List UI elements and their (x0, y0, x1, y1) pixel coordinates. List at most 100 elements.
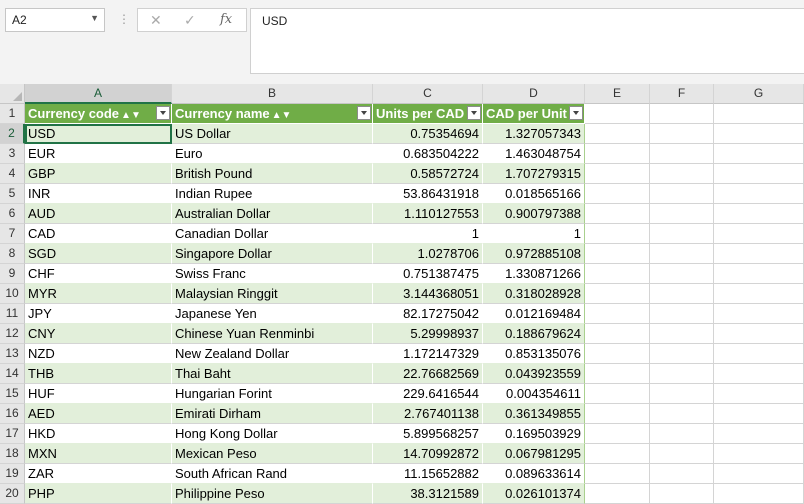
empty-cell[interactable] (714, 444, 804, 464)
empty-cell[interactable] (585, 124, 650, 144)
table-cell[interactable]: 5.899568257 (373, 424, 483, 444)
table-cell[interactable]: Hong Kong Dollar (172, 424, 373, 444)
table-cell[interactable]: JPY (25, 304, 172, 324)
column-header-g[interactable]: G (714, 84, 804, 104)
empty-cell[interactable] (585, 184, 650, 204)
empty-cell[interactable] (650, 484, 714, 504)
table-cell[interactable]: Swiss Franc (172, 264, 373, 284)
empty-cell[interactable] (650, 424, 714, 444)
empty-cell[interactable] (585, 444, 650, 464)
table-cell[interactable]: INR (25, 184, 172, 204)
empty-cell[interactable] (585, 144, 650, 164)
table-cell[interactable]: Australian Dollar (172, 204, 373, 224)
table-cell[interactable]: 1.172147329 (373, 344, 483, 364)
row-header-8[interactable]: 8 (0, 244, 25, 264)
empty-cell[interactable] (714, 124, 804, 144)
empty-cell[interactable] (714, 104, 804, 124)
table-cell[interactable]: 1.463048754 (483, 144, 585, 164)
empty-cell[interactable] (650, 444, 714, 464)
empty-cell[interactable] (650, 264, 714, 284)
table-cell[interactable]: 0.972885108 (483, 244, 585, 264)
row-header-18[interactable]: 18 (0, 444, 25, 464)
table-cell[interactable]: 14.70992872 (373, 444, 483, 464)
table-cell[interactable]: 1.330871266 (483, 264, 585, 284)
table-cell[interactable]: USD (25, 124, 172, 144)
table-cell[interactable]: 1.327057343 (483, 124, 585, 144)
table-cell[interactable]: 0.683504222 (373, 144, 483, 164)
table-cell[interactable]: GBP (25, 164, 172, 184)
row-header-16[interactable]: 16 (0, 404, 25, 424)
row-header-5[interactable]: 5 (0, 184, 25, 204)
empty-cell[interactable] (585, 284, 650, 304)
table-cell[interactable]: British Pound (172, 164, 373, 184)
chevron-down-icon[interactable]: ▼ (90, 13, 99, 23)
empty-cell[interactable] (650, 464, 714, 484)
table-cell[interactable]: 0.75354694 (373, 124, 483, 144)
table-cell[interactable]: 0.026101374 (483, 484, 585, 504)
empty-cell[interactable] (585, 244, 650, 264)
empty-cell[interactable] (650, 404, 714, 424)
table-cell[interactable]: NZD (25, 344, 172, 364)
table-cell[interactable]: SGD (25, 244, 172, 264)
select-all-button[interactable] (0, 84, 25, 104)
table-cell[interactable]: 0.089633614 (483, 464, 585, 484)
table-cell[interactable]: 229.6416544 (373, 384, 483, 404)
column-header-c[interactable]: C (373, 84, 483, 104)
empty-cell[interactable] (714, 164, 804, 184)
row-header-1[interactable]: 1 (0, 104, 25, 124)
table-cell[interactable]: 0.900797388 (483, 204, 585, 224)
cancel-icon[interactable]: ✕ (150, 12, 162, 28)
table-cell[interactable]: 1.0278706 (373, 244, 483, 264)
table-cell[interactable]: 38.3121589 (373, 484, 483, 504)
filter-dropdown-icon[interactable] (467, 106, 481, 120)
table-cell[interactable]: Euro (172, 144, 373, 164)
table-cell[interactable]: 1 (483, 224, 585, 244)
table-cell[interactable]: MXN (25, 444, 172, 464)
table-cell[interactable]: MYR (25, 284, 172, 304)
row-header-6[interactable]: 6 (0, 204, 25, 224)
empty-cell[interactable] (585, 424, 650, 444)
table-cell[interactable]: 0.004354611 (483, 384, 585, 404)
empty-cell[interactable] (585, 304, 650, 324)
table-cell[interactable]: 82.17275042 (373, 304, 483, 324)
empty-cell[interactable] (714, 204, 804, 224)
empty-cell[interactable] (650, 364, 714, 384)
table-cell[interactable]: Malaysian Ringgit (172, 284, 373, 304)
table-cell[interactable]: 11.15652882 (373, 464, 483, 484)
table-cell[interactable]: Thai Baht (172, 364, 373, 384)
table-cell[interactable]: 0.067981295 (483, 444, 585, 464)
enter-icon[interactable]: ✓ (184, 12, 196, 28)
row-header-17[interactable]: 17 (0, 424, 25, 444)
empty-cell[interactable] (585, 324, 650, 344)
empty-cell[interactable] (650, 284, 714, 304)
empty-cell[interactable] (650, 304, 714, 324)
empty-cell[interactable] (585, 344, 650, 364)
table-cell[interactable]: CHF (25, 264, 172, 284)
empty-cell[interactable] (714, 364, 804, 384)
table-cell[interactable]: South African Rand (172, 464, 373, 484)
table-cell[interactable]: 0.012169484 (483, 304, 585, 324)
table-cell[interactable]: Hungarian Forint (172, 384, 373, 404)
empty-cell[interactable] (585, 164, 650, 184)
empty-cell[interactable] (714, 284, 804, 304)
empty-cell[interactable] (650, 184, 714, 204)
table-cell[interactable]: 0.853135076 (483, 344, 585, 364)
empty-cell[interactable] (714, 324, 804, 344)
table-cell[interactable]: 0.751387475 (373, 264, 483, 284)
filter-dropdown-icon[interactable] (569, 106, 583, 120)
column-header-f[interactable]: F (650, 84, 714, 104)
row-header-13[interactable]: 13 (0, 344, 25, 364)
column-header-b[interactable]: B (172, 84, 373, 104)
column-header-a[interactable]: A (25, 84, 172, 104)
empty-cell[interactable] (714, 224, 804, 244)
table-cell[interactable]: 0.043923559 (483, 364, 585, 384)
table-cell[interactable]: Canadian Dollar (172, 224, 373, 244)
empty-cell[interactable] (714, 464, 804, 484)
table-cell[interactable]: Singapore Dollar (172, 244, 373, 264)
table-cell[interactable]: 0.318028928 (483, 284, 585, 304)
table-cell[interactable]: HUF (25, 384, 172, 404)
table-cell[interactable]: 5.29998937 (373, 324, 483, 344)
header-currency-code[interactable]: Currency code ▲▼ (25, 104, 172, 124)
empty-cell[interactable] (650, 224, 714, 244)
empty-cell[interactable] (650, 204, 714, 224)
